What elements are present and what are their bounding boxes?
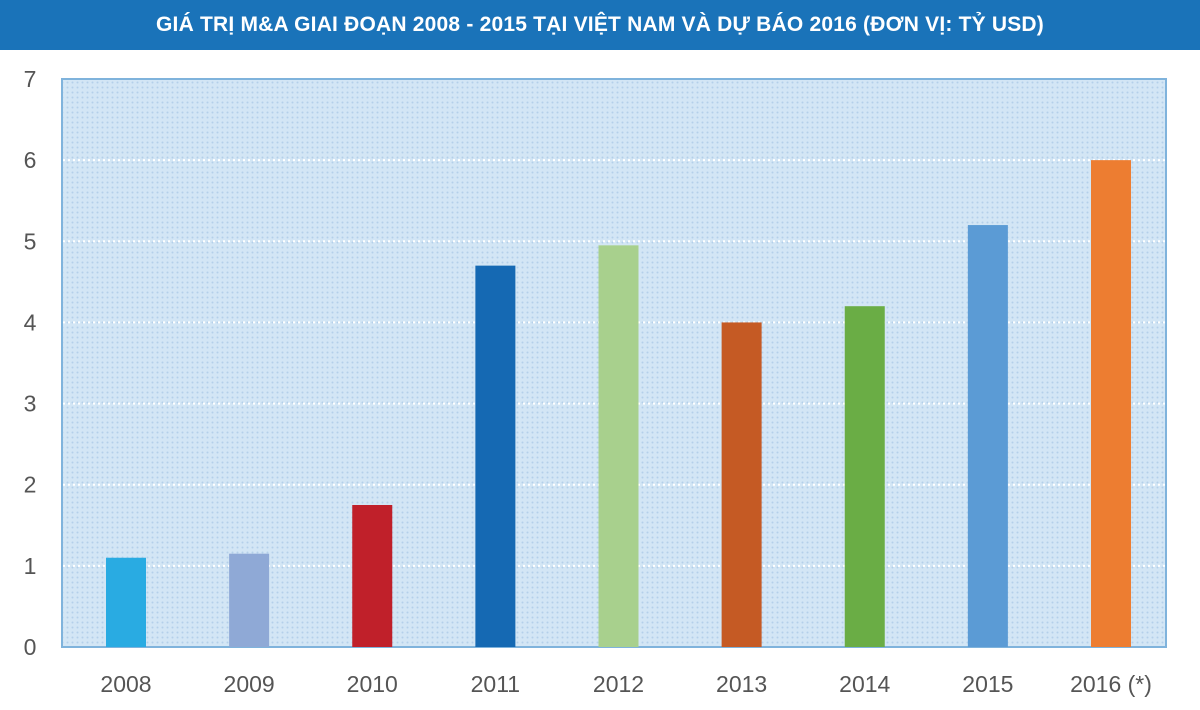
chart-title: GIÁ TRỊ M&A GIAI ĐOẠN 2008 - 2015 TẠI VI…: [156, 13, 1044, 36]
bar-2013: [721, 322, 762, 647]
y-tick-label: 1: [24, 553, 37, 579]
bar-2010: [352, 505, 393, 647]
y-tick-label: 4: [24, 309, 37, 335]
x-tick-label: 2012: [593, 671, 644, 697]
x-tick-label: 2011: [471, 671, 520, 697]
x-tick-label: 2016 (*): [1070, 671, 1152, 697]
bar-2016: [1091, 160, 1131, 647]
y-tick-label: 3: [24, 391, 37, 417]
y-tick-label: 0: [24, 634, 37, 660]
bar-2009: [229, 553, 270, 647]
y-tick-label: 7: [24, 66, 37, 92]
y-tick-label: 6: [24, 147, 37, 173]
x-tick-label: 2010: [347, 671, 398, 697]
x-tick-label: 2014: [839, 671, 890, 697]
x-tick-label: 2009: [224, 671, 275, 697]
bar-2012: [598, 245, 639, 648]
y-tick-label: 5: [24, 228, 37, 254]
bar-2011: [475, 265, 516, 647]
y-tick-label: 2: [24, 472, 37, 498]
title-bar: GIÁ TRỊ M&A GIAI ĐOẠN 2008 - 2015 TẠI VI…: [0, 0, 1200, 50]
bar-2008: [106, 557, 146, 647]
bars: [106, 160, 1131, 648]
x-axis-ticks: 2008 2009 2010 2011 2012 2013 2014 2015 2016 (*): [100, 671, 1152, 697]
x-tick-label: 2015: [962, 671, 1013, 697]
bar-2015: [967, 225, 1008, 648]
x-tick-label: 2013: [716, 671, 767, 697]
bar-chart: 0 1 2 3 4 5 6 7 2008 2009 2010 2011 2012 2013 2014 201…: [24, 66, 1167, 697]
x-tick-label: 2008: [100, 671, 151, 697]
bar-2014: [844, 306, 885, 647]
y-axis-ticks: 0 1 2 3 4 5 6 7: [24, 66, 37, 660]
